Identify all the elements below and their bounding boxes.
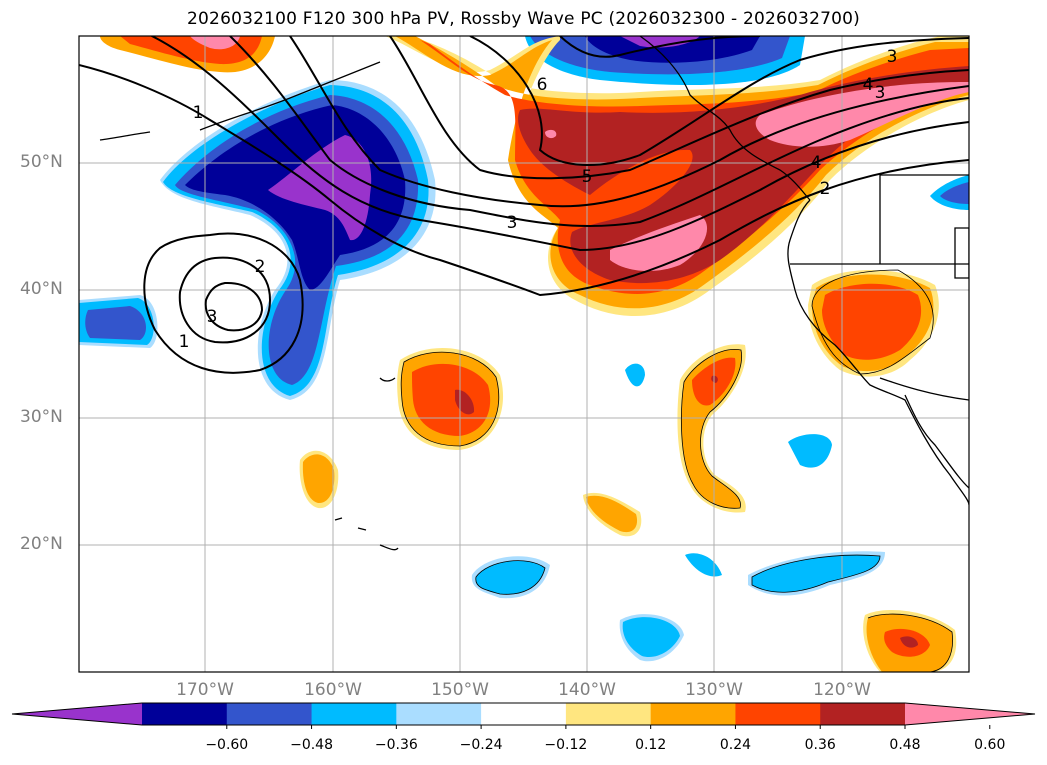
colorbar-tick-label: −0.12 xyxy=(544,737,588,753)
lat-label: 40°N xyxy=(20,279,63,299)
negative-anomaly-small xyxy=(471,175,969,662)
lon-label: 140°W xyxy=(558,680,616,700)
lat-label: 50°N xyxy=(20,152,63,172)
contour-label: 1 xyxy=(179,332,190,352)
colorbar-tick-label: 0.12 xyxy=(635,737,667,753)
colorbar-extend-high xyxy=(905,703,1035,725)
colorbar-tick-label: −0.24 xyxy=(459,737,503,753)
contour-label: 1 xyxy=(193,103,204,123)
colorbar-segment xyxy=(565,703,652,725)
coastlines xyxy=(99,36,969,551)
contour-label: 2 xyxy=(820,179,831,199)
contour-label: 4 xyxy=(863,75,874,95)
negative-anomaly-central-pacific xyxy=(160,80,436,400)
colorbar-tick-label: 0.48 xyxy=(889,737,921,753)
map-frame xyxy=(78,35,970,673)
contour-label: 6 xyxy=(537,75,548,95)
colorbar-segment xyxy=(481,703,567,725)
colorbar-tick-label: 0.60 xyxy=(974,737,1006,753)
lon-label: 170°W xyxy=(176,680,234,700)
colorbar-segment xyxy=(311,703,397,725)
graticule xyxy=(79,36,969,672)
positive-anomaly-nw xyxy=(100,36,275,73)
lon-label: 130°W xyxy=(685,680,743,700)
colorbar-tick-label: −0.36 xyxy=(374,737,418,753)
contour-label: 3 xyxy=(207,307,218,327)
lat-label: 20°N xyxy=(20,534,63,554)
colorbar-outline xyxy=(11,702,1036,726)
contour-label: 2 xyxy=(255,257,266,277)
contour-label: 3 xyxy=(875,83,886,103)
colorbar xyxy=(11,702,1036,729)
lon-label: 160°W xyxy=(304,680,362,700)
positive-anomaly-isolated xyxy=(299,270,957,672)
colorbar-segment xyxy=(142,703,228,725)
colorbar-segment xyxy=(735,703,821,725)
lat-label: 30°N xyxy=(20,407,63,427)
colorbar-segment xyxy=(820,703,906,725)
map-title: 2026032100 F120 300 hPa PV, Rossby Wave … xyxy=(187,9,860,29)
contour-labels: 1 1 2 3 3 3 3 4 4 5 6 2 xyxy=(179,47,898,352)
colorbar-segment xyxy=(650,703,736,725)
colorbar-tick-label: 0.36 xyxy=(804,737,836,753)
colorbar-extend-low xyxy=(12,703,142,725)
colorbar-tick-label: −0.60 xyxy=(205,737,249,753)
significance-outlines xyxy=(400,269,953,672)
contour-label: 4 xyxy=(811,153,822,173)
lon-label: 120°W xyxy=(813,680,871,700)
contour-label: 5 xyxy=(582,167,593,187)
contour-label: 3 xyxy=(507,213,518,233)
pv-contours xyxy=(79,36,969,374)
colorbar-tick-label: 0.24 xyxy=(719,737,752,753)
contour-label: 3 xyxy=(887,47,898,67)
negative-anomaly-north xyxy=(525,36,805,85)
shaded-fields xyxy=(79,36,969,672)
colorbar-segment xyxy=(226,703,313,725)
lon-label: 150°W xyxy=(431,680,489,700)
colorbar-segment xyxy=(396,703,482,725)
negative-anomaly-west xyxy=(79,295,158,348)
colorbar-tick-label: −0.48 xyxy=(290,737,333,753)
